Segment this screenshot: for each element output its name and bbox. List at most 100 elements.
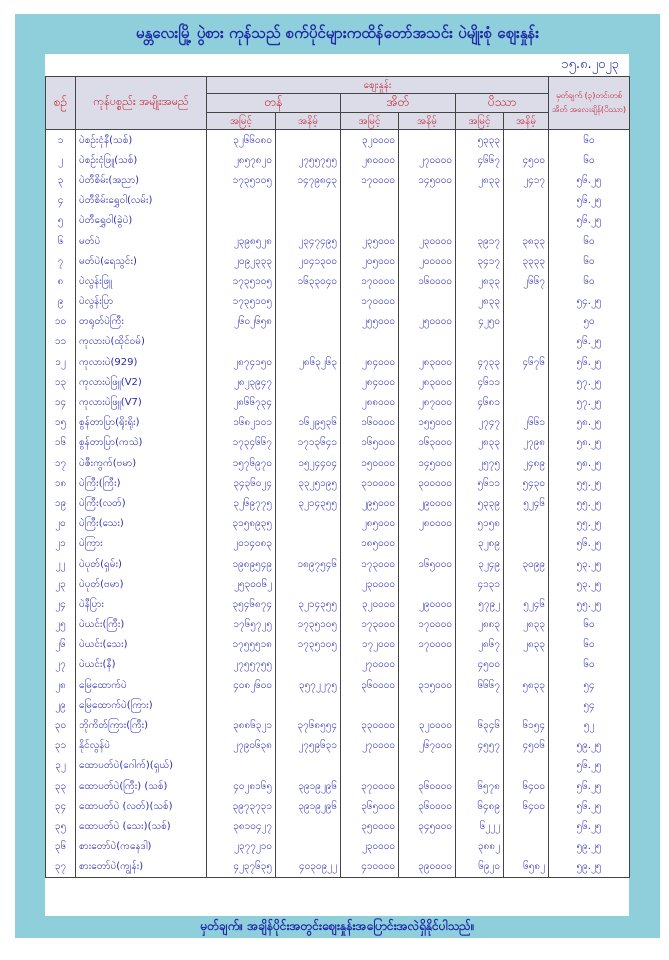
viss-low: ၆၁၅၄ bbox=[502, 715, 550, 736]
viss-high: ၆၃၄၆ bbox=[455, 715, 504, 736]
viss-high: ၂၈၃၃ bbox=[455, 432, 504, 453]
viss-high: ၃၂၄၉ bbox=[455, 553, 504, 575]
ton-low bbox=[275, 654, 341, 676]
viss-low bbox=[502, 816, 550, 837]
bag-high: ၃၂၀၀၀၀ bbox=[340, 129, 399, 151]
row-no: ၁၀ bbox=[45, 311, 76, 332]
item-name: ပဲကြီး(သေး) bbox=[75, 513, 207, 534]
viss-low: ၆၅၈၂ bbox=[502, 856, 550, 878]
table-row: ၁ပဲစဉ်းငုံနီ(သစ်) ၃၂၆၆၀၈၀ ၃၂၀၀၀၀ ၅၃၃၃ ၆၀ bbox=[45, 129, 631, 151]
header-item: ကုန်ပစ္စည်း အမျိုးအမည် bbox=[75, 76, 207, 130]
table-row: ၁၉ ပဲကြီး(လတ်) ၃၂၆၉၇၇၅ ၃၂၁၄၃၅၅ ၂၉၅၀၀၀ ၂၉၀၀၀၀၅… bbox=[45, 493, 631, 514]
ton-high: ၃၂၆၆၀၈၀ bbox=[206, 129, 276, 151]
price-sheet-frame: မန္တလေးမြို့ ပွဲစား ကုန်သည် စက်ပိုင်များ… bbox=[15, 14, 660, 938]
ton-low: ၂၀၄၁၃၀၀ bbox=[275, 251, 341, 272]
bag-low bbox=[398, 654, 456, 676]
bag-low: ၂၇၀၀၀၀ bbox=[398, 150, 456, 171]
item-name: ပဲယင်း(ကြီး) bbox=[75, 614, 207, 635]
table-row: ၃၄ ထောပတ်ပဲ (လတ်)(သစ်) ၃၉၇၃၇၃၁ ၃၉၁၉၂၉၆ ၃၆၅၀၀… bbox=[45, 796, 631, 817]
bag-high: ၂၈၄၀၀၀ bbox=[340, 372, 399, 393]
bag-high bbox=[340, 755, 399, 776]
bag-weight-note: ၅၃.၂၅ bbox=[548, 553, 631, 575]
viss-low bbox=[502, 129, 550, 151]
row-no: ၇ bbox=[45, 251, 76, 272]
row-no: ၃ bbox=[45, 170, 76, 191]
bag-low: ၁၄၅၀၀၀ bbox=[398, 453, 456, 474]
ton-low: ၃၉၁၉၂၉၆ bbox=[275, 776, 341, 797]
bag-weight-note: ၆၀ bbox=[548, 129, 631, 151]
viss-high: ၄၆၁၁ bbox=[455, 372, 504, 393]
ton-low: ၂၇၅၅၇၅၅ bbox=[275, 150, 341, 171]
viss-high: ၄၅၅၇ bbox=[455, 735, 504, 756]
bag-high: ၂၃၀၀၀၀ bbox=[340, 836, 399, 857]
item-name: ပဲလွန်းပြာ bbox=[75, 291, 207, 312]
table-row: ၂ပဲစဉ်းငုံဖြူ(သစ်) ၂၈၅၇၈၂၀ ၂၇၅၅၇၅၅ ၂၈၀၀၀၀ ၂၇… bbox=[45, 150, 631, 171]
item-name: ပဲတီရွှေဝါ(ခွဲပဲ) bbox=[75, 210, 207, 231]
viss-low bbox=[502, 836, 550, 857]
date-label: ၁၅.၈.၂၀၂၃ bbox=[561, 57, 619, 72]
bag-weight-note: ၅၅.၂၅ bbox=[548, 594, 631, 615]
ton-high: ၃၈၁၀၄၂၇ bbox=[206, 816, 276, 837]
bag-weight-note: ၅၆.၂၅ bbox=[548, 210, 631, 231]
table-row: ၂၂ ပဲပုတ်(ရှမ်း) ၁၉၈၉၅၄၉ ၁၈၉၇၅၄၆ ၁၇၃၀၀၀ ၁၆၅၀၀… bbox=[45, 553, 631, 575]
row-no: ၂၇ bbox=[45, 654, 76, 676]
bag-low: ၃၁၅၀၀၀ bbox=[398, 675, 456, 696]
bag-weight-note: ၅၅.၂၅ bbox=[548, 513, 631, 534]
bag-high: ၃၇၀၀၀၀ bbox=[340, 776, 399, 797]
row-no: ၃၇ bbox=[45, 856, 76, 878]
ton-high bbox=[206, 695, 276, 716]
row-no: ၉ bbox=[45, 291, 76, 312]
header-no: စဉ် bbox=[45, 76, 76, 130]
table-row: ၂၆ ပဲယင်း(သေး) ၁၇၅၅၅၁၈ ၁၇၃၅၁၀၅ ၁၇၂၀၀၀ ၁၇၀၀၀၀၂… bbox=[45, 634, 631, 655]
viss-high: ၅၆၁၁ bbox=[455, 473, 504, 494]
bag-low: ၂၈၀၀၀၀ bbox=[398, 513, 456, 534]
row-no: ၃၂ bbox=[45, 755, 76, 776]
bag-weight-note: ၅၄ bbox=[548, 695, 631, 716]
viss-high: ၂၈၃၃ bbox=[455, 291, 504, 312]
bag-weight-note: ၆၀ bbox=[548, 230, 631, 252]
viss-low bbox=[502, 331, 550, 353]
viss-high: ၂၅၇၅ bbox=[455, 453, 504, 474]
table-row: ၉ပဲလွန်းပြာ ၁၇၃၅၁၀၅ ၁၇၀၀၀၀ ၂၈၃၃ ၅၄.၂၅ bbox=[45, 291, 631, 312]
item-name: စားတော်ပဲ(ကနေဒါ) bbox=[75, 836, 207, 857]
ton-high: ၂၇၉၀၆၃၈ bbox=[206, 735, 276, 756]
bag-low bbox=[398, 210, 456, 231]
bag-weight-note: ၅၆.၂၅ bbox=[548, 190, 631, 211]
ton-low: ၁၇၁၃၆၄၁ bbox=[275, 432, 341, 453]
ton-high: ၁၇၃၅၁၀၅ bbox=[206, 170, 276, 191]
viss-low: ၄၅၀၆ bbox=[502, 735, 550, 756]
bag-low bbox=[398, 695, 456, 716]
ton-low: ၁၄၇၉၈၄၃ bbox=[275, 170, 341, 191]
item-name: ပဲကြား bbox=[75, 533, 207, 554]
ton-high: ၁၇၅၅၅၁၈ bbox=[206, 634, 276, 655]
bag-high bbox=[340, 695, 399, 716]
ton-low: ၁၈၉၇၅၄၆ bbox=[275, 553, 341, 575]
viss-high: ၂၇၄၇ bbox=[455, 412, 504, 433]
viss-low: ၃၃၃၃ bbox=[502, 251, 550, 272]
ton-low bbox=[275, 129, 341, 151]
bag-low bbox=[398, 755, 456, 776]
bag-high: ၃၅၀၀၀၀ bbox=[340, 816, 399, 837]
item-name: တရုတ်ပဲကြီး bbox=[75, 311, 207, 332]
bag-low bbox=[398, 129, 456, 151]
ton-high: ၁၇၃၅၁၀၅ bbox=[206, 271, 276, 292]
bag-low: ၁၆၀၀၀၀ bbox=[398, 271, 456, 292]
item-name: ပဲဇီးကွက်(ဗမာ) bbox=[75, 453, 207, 474]
ton-high: ၁၆၈၂၁၀၁ bbox=[206, 412, 276, 433]
ton-high bbox=[206, 331, 276, 353]
row-no: ၃၆ bbox=[45, 836, 76, 857]
bag-high bbox=[340, 190, 399, 211]
bag-high: ၄၁၀၀၀၀ bbox=[340, 856, 399, 878]
bag-high: ၁၈၅၀၀၀ bbox=[340, 533, 399, 554]
bag-weight-note: ၅၆.၂၅ bbox=[548, 533, 631, 554]
item-name: ပဲပုတ်(ဗမာ) bbox=[75, 574, 207, 595]
bag-low: ၂၈၇၀၀၀ bbox=[398, 392, 456, 413]
bag-low bbox=[398, 331, 456, 353]
viss-low: ၂၈၃၃ bbox=[502, 634, 550, 655]
ton-high: ၂၇၅၅၇၅၅ bbox=[206, 654, 276, 676]
table-row: ၅ပဲတီရွှေဝါ(ခွဲပဲ) ၅၆.၂၅ bbox=[45, 210, 631, 231]
ton-low bbox=[275, 574, 341, 595]
bag-weight-note: ၅၃.၂၅ bbox=[548, 574, 631, 595]
table-row: ၂၈ မြေထောက်ပဲ ၄၀၈၂၆၀၀ ၃၅၇၂၂၇၅ ၃၆၀၀၀၀ ၃၁၅၀၀၀ ၆၆… bbox=[45, 675, 631, 696]
table-row: ၁၃ ကုလားပဲဖြူ(V2) ၂၈၂၃၉၄၇ ၂၈၄၀၀၀ ၂၈၃၀၀၀ ၄၆၁၁ ၅… bbox=[45, 372, 631, 393]
